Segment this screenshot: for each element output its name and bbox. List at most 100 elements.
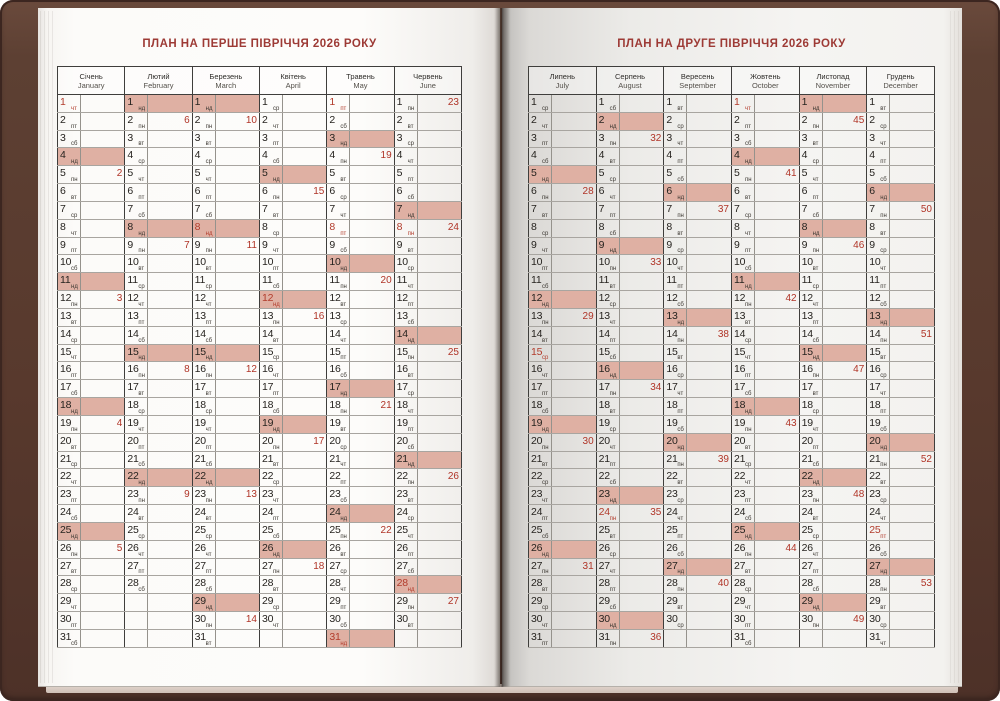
day-number: 27 [127,559,139,572]
month-name-en: May [353,80,368,90]
day-number: 14 [666,327,678,340]
note-cell [349,165,395,185]
day-number: 13 [598,309,610,322]
day-number: 5 [127,167,133,180]
weekday-abbr: вт [677,105,684,112]
note-cell [551,504,597,523]
weekday-abbr: чт [272,373,279,380]
note-cell [214,165,260,185]
day-number: 15 [396,345,408,358]
note-cell: 49 [821,611,868,630]
weekday-abbr: чт [407,533,414,540]
day-cell-january-14: 14 ср [57,325,81,345]
week-number: 25 [447,346,459,358]
weekday-abbr: нд [609,123,617,130]
note-cell [618,521,665,541]
weekday-abbr: чт [340,212,347,219]
month-header-april: Квітень April [258,66,328,95]
weekday-abbr: пт [340,605,347,612]
note-cell [753,94,800,113]
day-cell-january-27: 27 вт [57,557,81,577]
weekday-abbr: пн [407,105,415,112]
note-cell [889,539,935,559]
day-number: 20 [598,434,610,447]
weekday-abbr: нд [677,319,685,326]
weekday-abbr: ср [744,462,752,469]
note-cell: 17 [281,432,328,452]
day-number: 24 [801,506,813,519]
note-cell [147,397,193,416]
week-number: 11 [246,239,257,251]
note-cell [281,254,328,274]
day-number: 12 [396,292,408,305]
day-number: 1 [194,96,201,108]
empty-cell [393,628,418,649]
day-number: 11 [531,274,542,287]
note-cell [147,575,193,595]
day-number: 24 [329,506,341,519]
weekday-abbr: вт [880,105,887,112]
week-number: 10 [245,114,257,126]
note-cell [753,504,800,523]
weekday-abbr: ср [205,408,212,415]
note-cell: 51 [889,325,935,345]
weekday-abbr: ср [138,408,145,415]
day-cell-january-29: 29 чт [57,593,81,613]
day-cell-march-27: 27 пт [191,557,216,577]
day-row: 5 пн 2 5 чт 5 чт 5 нд 5 вт 5 пт [57,165,463,185]
day-cell-august-6: 6 чт [595,183,620,202]
day-number: 19 [801,416,813,429]
day-cell-september-4: 4 пт [663,147,688,167]
day-row: 30 чт 30 нд 30 ср 30 пт 30 пн 49 30 ср [528,611,935,630]
day-row: 13 пн 29 13 чт 13 нд 13 вт 13 пт 13 нд [528,307,935,327]
note-cell [889,218,935,238]
day-number: 22 [261,470,274,483]
day-cell-march-5: 5 чт [191,165,216,185]
day-number: 22 [60,470,72,483]
day-number: 22 [598,470,610,483]
day-number: 13 [869,309,881,322]
day-row: 8 чт 8 нд 8 нд 8 ср 8 пт 8 пн 24 [57,218,463,238]
weekday-abbr: чт [609,569,616,576]
note-cell [416,450,463,470]
day-cell-september-6: 6 нд [663,183,688,202]
day-number: 24 [531,506,543,519]
note-cell [79,129,126,149]
weekday-abbr: ср [677,248,684,255]
note-cell [281,343,328,363]
day-number: 21 [733,452,746,465]
day-number: 4 [60,149,66,162]
weekday-abbr: чт [744,605,751,612]
day-cell-april-11: 11 сб [258,272,283,292]
empty-cell [124,593,149,613]
day-cell-january-12: 12 пн [57,290,81,309]
weekday-abbr: нд [272,551,280,558]
weekday-abbr: чт [205,551,212,558]
note-cell [753,236,800,256]
day-cell-january-5: 5 пн [57,165,81,185]
day-cell-october-23: 23 пт [730,486,755,506]
day-cell-june-12: 12 пт [393,290,418,309]
note-cell [551,539,597,559]
note-cell [349,183,395,202]
weekday-abbr: пн [71,301,78,308]
weekday-abbr: пт [205,569,212,576]
weekday-abbr: нд [609,498,617,505]
day-cell-december-16: 16 ср [866,361,891,381]
day-number: 7 [666,202,672,215]
weekday-abbr: нд [71,533,78,540]
day-number: 23 [531,488,543,501]
weekday-abbr: пн [205,123,213,130]
weekday-abbr: пн [880,587,887,594]
day-number: 25 [261,523,274,536]
day-number: 2 [396,113,403,126]
day-cell-january-30: 30 пт [57,611,81,630]
day-number: 24 [261,506,274,519]
day-row: 10 сб 10 вт 10 вт 10 пт 10 нд 10 ср [57,254,463,274]
day-cell-december-15: 15 вт [866,343,891,363]
note-cell [147,94,193,113]
day-row: 26 нд 26 ср 26 сб 26 пн 44 26 чт 26 сб [528,539,935,559]
day-number: 11 [869,274,880,287]
day-number: 14 [869,327,881,340]
day-number: 7 [531,202,537,215]
